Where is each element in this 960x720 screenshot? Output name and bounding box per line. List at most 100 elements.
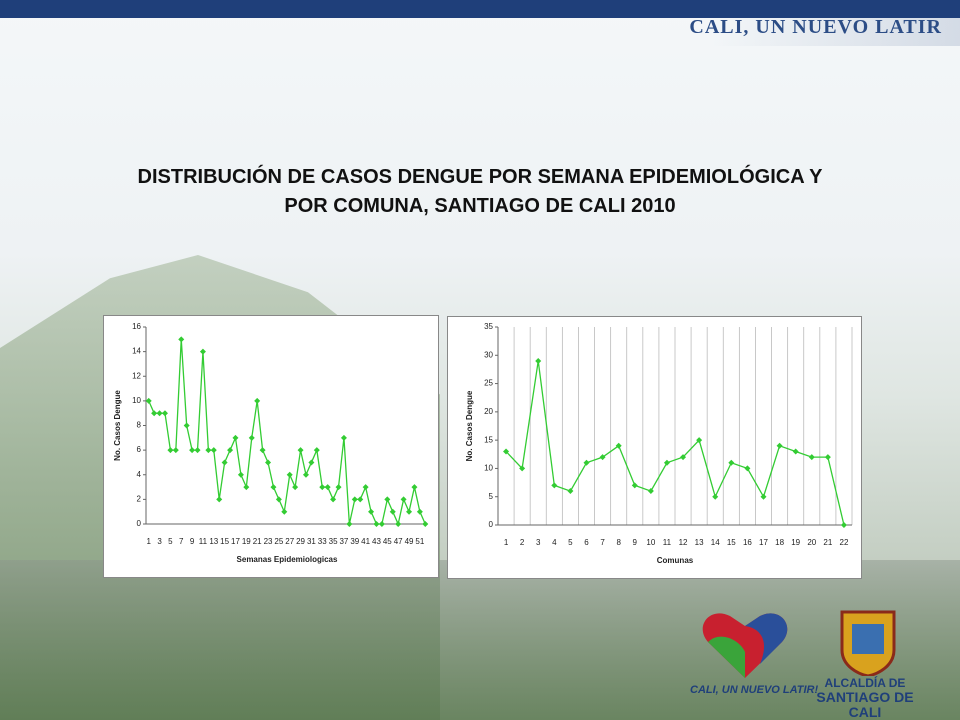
x-tick-label: 13 — [209, 537, 218, 546]
point — [302, 471, 309, 478]
x-tick-label: 12 — [679, 538, 688, 547]
point — [411, 484, 418, 491]
x-tick-label: 3 — [157, 537, 162, 546]
background-city — [0, 560, 960, 720]
logo-heart — [702, 613, 788, 678]
point — [680, 454, 687, 461]
x-tick-label: 5 — [168, 537, 173, 546]
x-axis-title: Semanas Epidemiologicas — [237, 555, 338, 564]
point — [663, 459, 670, 466]
point — [567, 488, 574, 495]
point — [205, 447, 212, 454]
point — [406, 508, 413, 515]
y-tick-label: 0 — [489, 520, 494, 529]
point — [145, 397, 152, 404]
point — [378, 521, 385, 527]
point — [232, 434, 239, 441]
point — [535, 357, 542, 364]
point — [362, 484, 369, 491]
x-tick-label: 14 — [711, 538, 720, 547]
x-tick-label: 11 — [199, 537, 208, 546]
point — [221, 459, 228, 466]
logo-line: ALCALDÍA DE — [824, 676, 906, 690]
point — [583, 459, 590, 466]
point — [373, 521, 380, 527]
x-tick-label: 11 — [663, 538, 672, 547]
point — [615, 442, 622, 449]
point — [519, 465, 526, 472]
y-tick-label: 15 — [484, 435, 493, 444]
x-tick-label: 9 — [190, 537, 195, 546]
point — [760, 493, 767, 500]
y-tick-label: 6 — [137, 445, 142, 454]
x-tick-label: 15 — [220, 537, 229, 546]
point — [416, 508, 423, 515]
point — [776, 442, 783, 449]
banner-text: CALI, UN NUEVO LATIR — [689, 16, 942, 38]
logo-shield — [840, 610, 896, 676]
x-tick-label: 33 — [318, 537, 327, 546]
point — [275, 496, 282, 503]
logo-text: ALCALDÍA DE SANTIAGO DE CALI — [805, 676, 925, 720]
point — [357, 496, 364, 503]
x-tick-label: 19 — [242, 537, 251, 546]
point — [297, 447, 304, 454]
point — [792, 448, 799, 455]
point — [161, 410, 168, 417]
x-tick-label: 23 — [264, 537, 273, 546]
x-tick-label: 39 — [350, 537, 359, 546]
point — [156, 410, 163, 417]
x-tick-label: 2 — [520, 538, 525, 547]
point — [389, 508, 396, 515]
x-tick-label: 4 — [552, 538, 557, 547]
point — [384, 496, 391, 503]
x-tick-label: 1 — [146, 537, 151, 546]
x-tick-label: 25 — [274, 537, 283, 546]
title-line: DISTRIBUCIÓN DE CASOS DENGUE POR SEMANA … — [137, 166, 823, 188]
x-tick-label: 45 — [383, 537, 392, 546]
point — [216, 496, 223, 503]
point — [194, 447, 201, 454]
point — [631, 482, 638, 489]
point — [335, 484, 342, 491]
y-tick-label: 12 — [132, 371, 141, 380]
point — [551, 482, 558, 489]
y-tick-label: 14 — [132, 347, 141, 356]
x-tick-label: 17 — [231, 537, 240, 546]
x-tick-label: 41 — [361, 537, 370, 546]
x-tick-label: 49 — [405, 537, 414, 546]
x-tick-label: 18 — [775, 538, 784, 547]
point — [183, 422, 190, 429]
point — [422, 521, 429, 527]
series-line — [505, 360, 845, 526]
point — [167, 447, 174, 454]
x-tick-label: 47 — [394, 537, 403, 546]
y-tick-label: 2 — [137, 494, 142, 503]
logo-text: CALI, UN NUEVO LATIR! — [690, 684, 819, 696]
point — [286, 471, 293, 478]
point — [319, 484, 326, 491]
point — [647, 488, 654, 495]
point — [248, 434, 255, 441]
point — [395, 521, 402, 527]
point — [189, 447, 196, 454]
y-tick-label: 5 — [489, 492, 494, 501]
point — [172, 447, 179, 454]
point — [265, 459, 272, 466]
point — [330, 496, 337, 503]
y-tick-label: 30 — [484, 350, 493, 359]
point — [199, 348, 206, 355]
x-tick-label: 29 — [296, 537, 305, 546]
point — [281, 508, 288, 515]
x-tick-label: 1 — [504, 538, 509, 547]
point — [237, 471, 244, 478]
x-tick-label: 15 — [727, 538, 736, 547]
point — [346, 521, 353, 527]
point — [270, 484, 277, 491]
x-tick-label: 9 — [633, 538, 638, 547]
y-tick-label: 20 — [484, 407, 493, 416]
point — [227, 447, 234, 454]
point — [368, 508, 375, 515]
